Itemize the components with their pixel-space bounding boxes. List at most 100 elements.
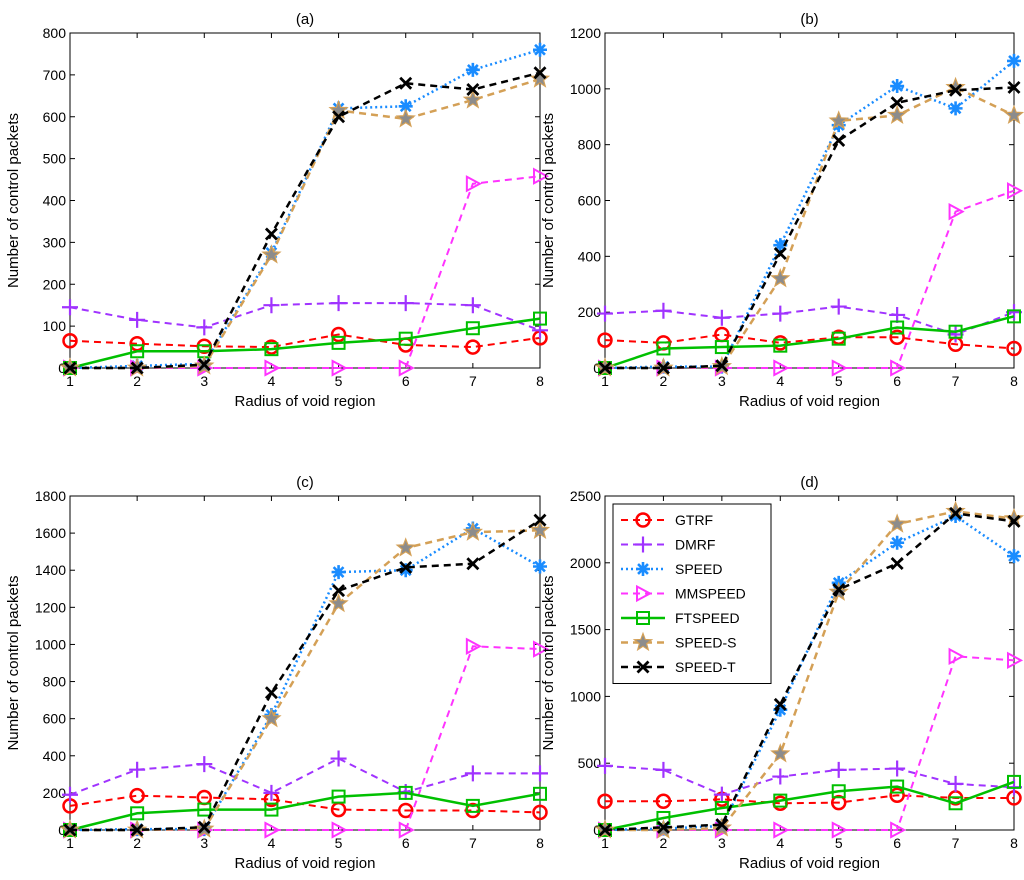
y-tick-label: 500 — [43, 151, 67, 167]
data-point-marker — [830, 761, 847, 778]
x-tick-label: 2 — [660, 835, 668, 851]
series-speed-s — [60, 68, 550, 377]
data-point-marker — [1007, 651, 1024, 670]
data-point-marker — [656, 341, 671, 356]
y-tick-label: 0 — [58, 822, 66, 838]
data-point-marker — [529, 68, 550, 88]
legend-label: GTRF — [675, 512, 713, 528]
data-point-marker — [330, 326, 347, 343]
y-tick-label: 600 — [43, 109, 67, 125]
data-point-marker — [465, 339, 481, 355]
data-point-marker — [832, 133, 846, 147]
data-point-marker — [773, 793, 788, 808]
data-point-marker — [261, 707, 282, 728]
x-tick-label: 3 — [200, 373, 208, 389]
x-tick-label: 4 — [776, 835, 784, 851]
data-point-marker — [398, 331, 413, 346]
legend-label: SPEED-S — [675, 635, 736, 651]
series-line — [604, 333, 1015, 350]
y-tick-label: 2500 — [570, 488, 601, 504]
data-point-marker — [1007, 53, 1021, 68]
legend-label: FTSPEED — [675, 610, 740, 626]
y-tick-label: 1600 — [35, 525, 66, 541]
data-point-marker — [1007, 182, 1024, 200]
data-point-marker — [533, 66, 547, 80]
data-point-marker — [597, 305, 613, 322]
data-point-marker — [261, 244, 282, 264]
data-point-marker — [464, 297, 481, 314]
data-point-marker — [264, 686, 278, 700]
data-point-marker — [890, 535, 905, 550]
data-point-marker — [948, 796, 963, 811]
data-point-marker — [831, 359, 848, 377]
data-point-marker — [129, 761, 146, 778]
y-tick-label: 500 — [578, 755, 602, 771]
y-tick-label: 400 — [578, 248, 602, 264]
chart-title: (c) — [296, 474, 314, 491]
legend-marker — [635, 512, 651, 528]
data-point-marker — [948, 509, 963, 524]
y-tick-label: 1400 — [35, 562, 66, 578]
data-point-marker — [197, 820, 211, 834]
data-point-marker — [714, 340, 729, 355]
x-tick-label: 4 — [268, 373, 276, 389]
x-tick-label: 8 — [536, 373, 544, 389]
y-tick-label: 400 — [43, 193, 67, 209]
data-point-marker — [330, 295, 347, 312]
legend-label: MMSPEED — [675, 586, 746, 602]
data-point-marker — [395, 537, 416, 557]
x-tick-label: 4 — [776, 373, 784, 389]
data-point-marker — [264, 802, 279, 817]
data-point-marker — [62, 299, 78, 316]
data-point-marker — [397, 295, 414, 312]
data-point-marker — [715, 359, 729, 373]
data-point-marker — [328, 592, 349, 613]
y-axis-label: Number of control packets — [540, 575, 557, 750]
data-point-marker — [398, 785, 413, 800]
data-point-marker — [655, 761, 672, 778]
series-dmrf — [597, 298, 1022, 343]
data-point-marker — [773, 821, 790, 839]
data-point-marker — [196, 756, 213, 773]
series-line — [70, 529, 541, 832]
data-point-marker — [533, 640, 550, 658]
y-tick-label: 200 — [43, 785, 67, 801]
series-line — [604, 315, 1015, 370]
data-point-marker — [63, 823, 77, 837]
legend-label: SPEED-T — [675, 659, 736, 675]
data-point-marker — [948, 202, 965, 221]
x-tick-label: 7 — [469, 373, 477, 389]
y-tick-label: 800 — [578, 137, 602, 153]
y-tick-label: 0 — [593, 360, 601, 376]
data-point-marker — [830, 298, 847, 315]
data-point-marker — [889, 787, 905, 804]
data-point-marker — [533, 513, 547, 527]
legend-marker — [636, 562, 650, 576]
data-point-marker — [598, 361, 612, 375]
x-tick-label: 1 — [66, 373, 74, 389]
data-point-marker — [773, 338, 788, 353]
data-point-marker — [332, 584, 346, 598]
series-line — [69, 317, 541, 370]
data-point-marker — [462, 521, 484, 541]
legend-label: DMRF — [675, 537, 715, 553]
chart-title: (d) — [800, 474, 818, 491]
series-line — [605, 189, 1015, 369]
y-tick-label: 200 — [578, 304, 602, 320]
x-tick-label: 5 — [335, 835, 343, 851]
series-line — [69, 302, 541, 332]
x-tick-label: 2 — [660, 373, 668, 389]
data-point-marker — [533, 42, 547, 57]
data-point-marker — [264, 342, 279, 357]
legend-item: MMSPEED — [621, 584, 746, 603]
y-tick-label: 1200 — [35, 599, 66, 615]
x-axis-label: Radius of void region — [739, 393, 880, 410]
series-line — [605, 510, 1015, 832]
legend-item: SPEED-S — [621, 631, 736, 652]
data-point-marker — [949, 506, 963, 520]
data-point-marker — [655, 302, 672, 319]
data-point-marker — [196, 319, 213, 336]
series-line — [604, 305, 1015, 336]
data-point-marker — [331, 821, 348, 839]
x-tick-label: 3 — [200, 835, 208, 851]
